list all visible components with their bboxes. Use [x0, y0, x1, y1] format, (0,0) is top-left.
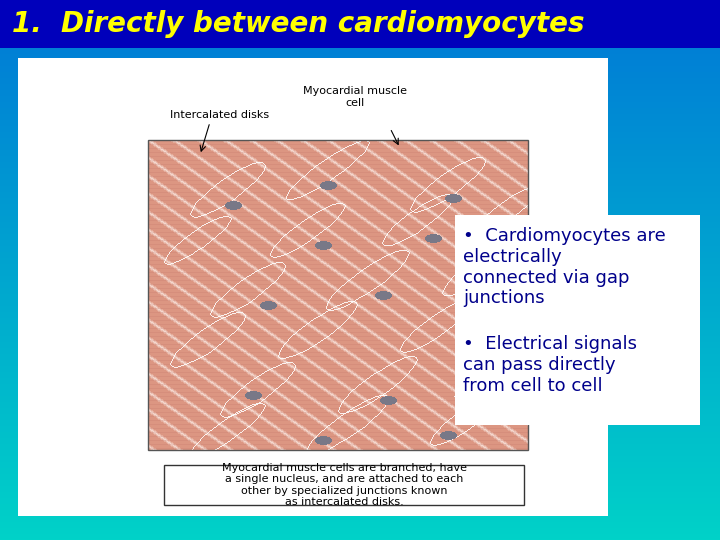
Bar	[18, 58, 608, 516]
Text: Myocardial muscle cells are branched, have
a single nucleus, and are attached to: Myocardial muscle cells are branched, ha…	[222, 463, 467, 508]
Bar	[455, 215, 700, 425]
Bar	[0, 0, 720, 48]
Text: Intercalated disks: Intercalated disks	[170, 110, 269, 120]
Text: •  Cardiomyocytes are
electrically
connected via gap
junctions: • Cardiomyocytes are electrically connec…	[463, 227, 666, 307]
Bar	[164, 465, 524, 505]
Bar	[148, 140, 528, 450]
Text: 1.  Directly between cardiomyocytes: 1. Directly between cardiomyocytes	[12, 10, 585, 38]
Text: Myocardial muscle
cell: Myocardial muscle cell	[303, 86, 407, 108]
Text: •  Electrical signals
can pass directly
from cell to cell: • Electrical signals can pass directly f…	[463, 335, 637, 395]
